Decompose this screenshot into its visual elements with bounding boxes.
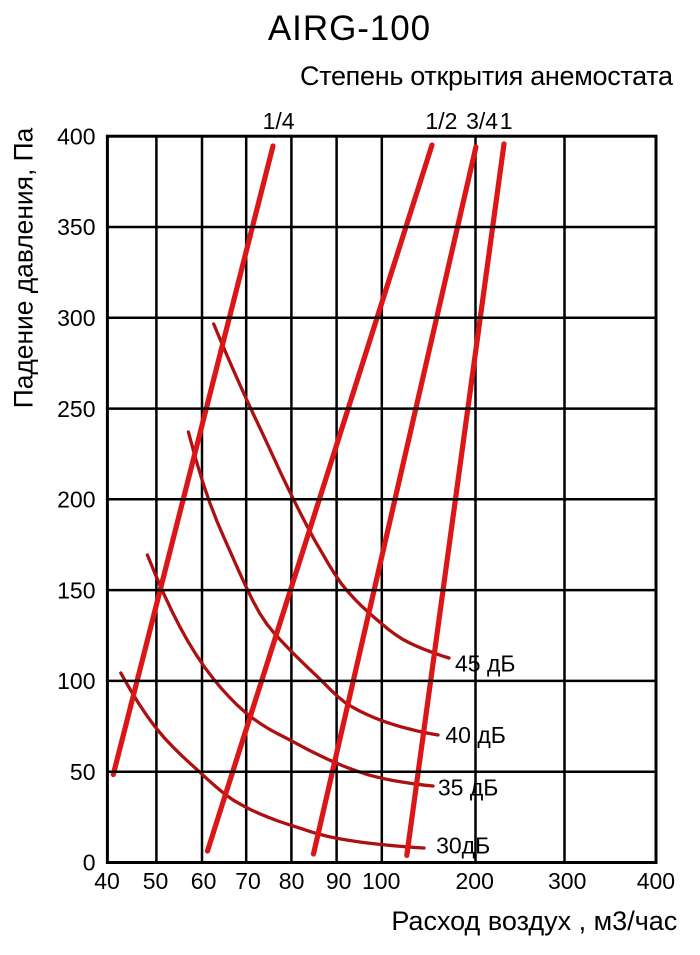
svg-text:Степень открытия анемостата: Степень открытия анемостата	[300, 61, 674, 91]
svg-text:200: 200	[456, 868, 494, 894]
svg-text:400: 400	[57, 123, 95, 149]
svg-text:Падение давления, Па: Падение давления, Па	[9, 127, 39, 408]
svg-text:300: 300	[548, 868, 586, 894]
svg-text:300: 300	[57, 305, 95, 331]
svg-text:50: 50	[143, 868, 169, 894]
svg-text:35 дБ: 35 дБ	[438, 775, 499, 801]
svg-text:Расход воздух , м3/час: Расход воздух , м3/час	[391, 906, 677, 936]
svg-text:350: 350	[57, 214, 95, 240]
svg-text:1/4: 1/4	[263, 108, 295, 134]
svg-text:90: 90	[326, 868, 352, 894]
svg-text:30дБ: 30дБ	[436, 833, 490, 859]
svg-text:3/4: 3/4	[466, 108, 498, 134]
svg-text:70: 70	[235, 868, 261, 894]
svg-text:80: 80	[279, 868, 305, 894]
svg-text:150: 150	[57, 577, 95, 603]
svg-text:200: 200	[57, 487, 95, 513]
svg-text:50: 50	[70, 759, 96, 785]
svg-text:100: 100	[362, 868, 400, 894]
svg-text:1: 1	[500, 108, 513, 134]
svg-text:AIRG-100: AIRG-100	[268, 9, 431, 48]
svg-text:400: 400	[637, 868, 675, 894]
svg-text:250: 250	[57, 396, 95, 422]
svg-text:100: 100	[57, 668, 95, 694]
svg-text:60: 60	[191, 868, 217, 894]
svg-text:40: 40	[94, 868, 120, 894]
svg-text:0: 0	[83, 850, 96, 876]
svg-text:1/2: 1/2	[425, 108, 457, 134]
svg-text:45 дБ: 45 дБ	[455, 651, 516, 677]
svg-text:40 дБ: 40 дБ	[445, 722, 506, 748]
